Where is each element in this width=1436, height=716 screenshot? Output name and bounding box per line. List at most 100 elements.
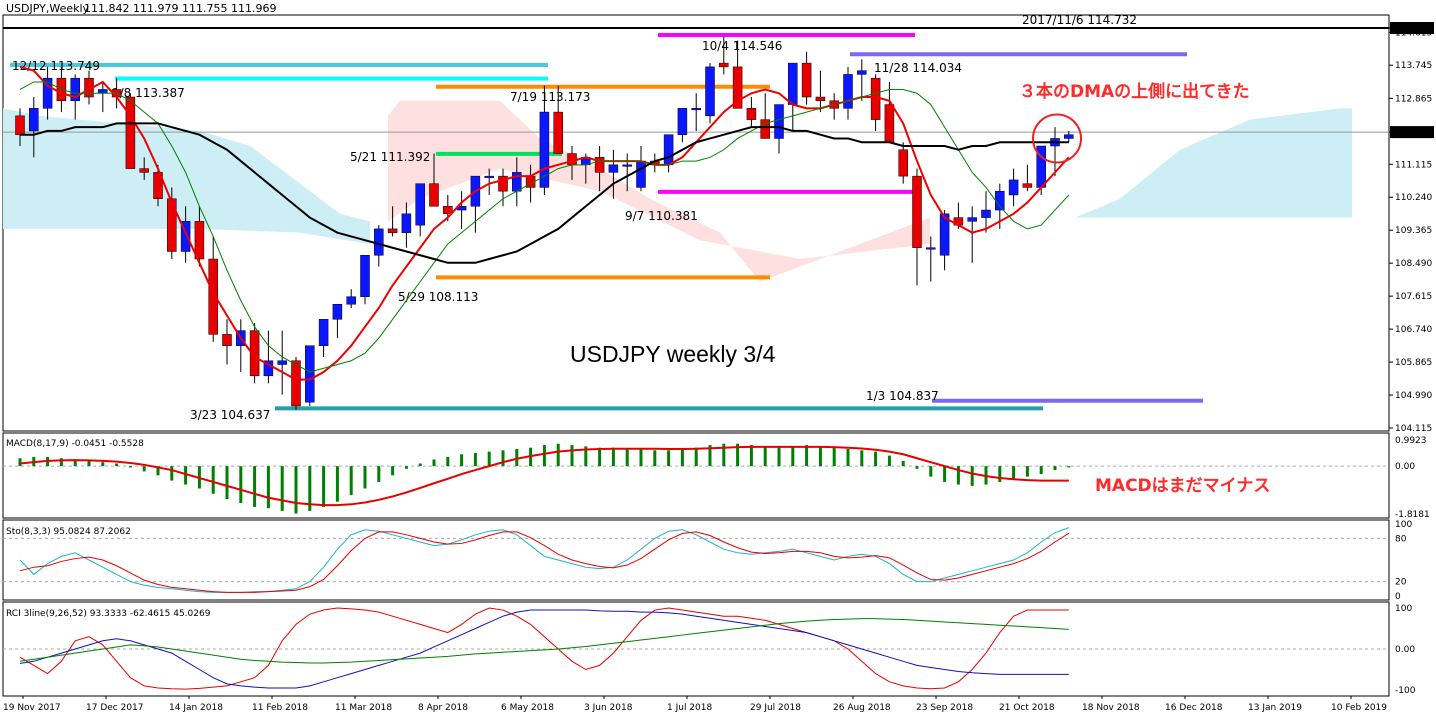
axis-tick-label: 113.745: [1395, 61, 1432, 71]
level-label: 12/12 113.749: [12, 59, 100, 73]
candle-body: [194, 221, 205, 260]
axis-tick-label: 109.365: [1395, 226, 1432, 236]
axis-tick-label: 114.615: [1395, 28, 1432, 38]
candle-body: [167, 198, 177, 252]
axis-tick-label: 107.615: [1395, 292, 1432, 302]
level-label: 11/28 114.034: [874, 61, 962, 75]
macd-label: MACD(8,17,9) -0.0451 -0.5528: [6, 439, 144, 449]
level-label: 10/4 114.546: [702, 39, 782, 53]
stoch-tick-label: 100: [1395, 520, 1412, 530]
candle-body: [788, 62, 798, 105]
candle-body: [884, 104, 895, 143]
candle-body: [898, 149, 908, 177]
time-tick-label: 23 Sep 2018: [916, 703, 973, 713]
ma-line: [20, 122, 1069, 264]
candle-body: [484, 175, 494, 178]
candle-body: [125, 96, 136, 169]
candle-body: [387, 228, 398, 233]
time-tick-label: 10 Feb 2019: [1331, 703, 1387, 713]
cloud-blue-2: [1075, 108, 1352, 218]
candle-body: [42, 77, 53, 109]
top-right-label: 2017/11/6 114.732: [1022, 13, 1137, 27]
rci-slow: [19, 618, 1069, 664]
candle-body: [401, 213, 412, 233]
candles: [15, 36, 1074, 410]
rci: 100 0.00 -100: [3, 604, 1416, 696]
axis-tick-label: 106.740: [1395, 325, 1432, 335]
candle-body: [318, 319, 329, 346]
candle-body: [498, 175, 508, 192]
axis-tick-label: 104.115: [1395, 424, 1432, 434]
candle-body: [29, 108, 39, 132]
candle-body: [15, 115, 25, 135]
cloud-pink: [388, 100, 930, 282]
ohlc-label: 111.842 111.979 111.755 111.969: [84, 2, 276, 15]
candle-body: [360, 255, 370, 297]
stoch-tick-label: 80: [1395, 534, 1407, 544]
candle-body: [705, 66, 715, 117]
candle-body: [926, 247, 936, 250]
stoch-d: [19, 531, 1070, 593]
candle-body: [263, 360, 274, 377]
level-label: 9/7 110.381: [625, 209, 698, 223]
candle-body: [332, 303, 343, 320]
level-label: 7/19 113.173: [510, 90, 590, 104]
candle-body: [539, 111, 550, 188]
axis-tick-label: 114.732: [1395, 24, 1432, 34]
watermark-title: USDJPY weekly 3/4: [570, 341, 776, 367]
candle-body: [636, 160, 646, 188]
macd-signal: [19, 445, 1069, 507]
candle-body: [1008, 179, 1019, 196]
stoch-tick-label: 20: [1395, 578, 1407, 588]
axis-price-tag: [1390, 126, 1434, 139]
time-tick-label: 21 Oct 2018: [999, 703, 1055, 713]
axis-tick-label: 110.240: [1395, 193, 1432, 203]
candle-body: [180, 221, 191, 252]
axis-tick-label: 104.990: [1395, 391, 1432, 401]
candle-body: [608, 164, 619, 173]
macd-tick-label: -1.8181: [1395, 510, 1430, 520]
candle-body: [594, 157, 605, 173]
candle-body: [98, 89, 108, 94]
candle-body: [429, 183, 439, 207]
candle-body: [967, 217, 977, 222]
axis-tick-label: 112.865: [1395, 94, 1432, 104]
level-label: 3/23 104.637: [190, 408, 270, 422]
candle-body: [70, 77, 80, 102]
candle-body: [691, 108, 701, 111]
candle-body: [305, 345, 315, 403]
candle-body: [746, 108, 757, 120]
candle-body: [1022, 183, 1033, 188]
ma-line: [19, 81, 1070, 373]
candle-body: [1064, 134, 1074, 139]
cloud-blue-1: [3, 108, 370, 244]
candle-body: [346, 296, 356, 305]
price-levels: 12/12 113.749 1/8 113.387 7/19 113.173 10/4…: [3, 27, 1389, 422]
ichimoku-cloud: [3, 100, 1352, 282]
candle-body: [277, 360, 287, 365]
candle-body: [553, 111, 563, 154]
highlight-circle: [1032, 113, 1082, 164]
dma-annotation: ３本のDMAの上側に出てきた: [1019, 81, 1250, 102]
candle-body: [719, 62, 729, 68]
time-tick-label: 6 May 2018: [501, 703, 554, 713]
time-tick-label: 19 Nov 2017: [3, 703, 61, 713]
candle-body: [981, 209, 991, 218]
macd: 0.9923 0.00 -1.8181: [3, 436, 1430, 520]
candle-body: [857, 70, 867, 75]
time-tick-label: 16 Dec 2018: [1165, 703, 1223, 713]
candle-body: [443, 206, 453, 215]
stoch-tick-label: 0: [1395, 592, 1401, 602]
rci-tick-label: -100: [1395, 686, 1416, 696]
macd-tick-label: 0.00: [1395, 462, 1415, 472]
candle-body: [995, 190, 1005, 211]
stoch-panel: [2, 519, 1390, 601]
time-tick-label: 13 Jan 2019: [1248, 703, 1302, 713]
time-tick-label: 17 Dec 2017: [86, 703, 144, 713]
level-label: 5/21 111.392: [350, 150, 430, 164]
axis-tick-label: 111.115: [1395, 160, 1432, 170]
time-tick-label: 18 Nov 2018: [1082, 703, 1140, 713]
macd-annotation: MACDはまだマイナス: [1095, 476, 1270, 496]
